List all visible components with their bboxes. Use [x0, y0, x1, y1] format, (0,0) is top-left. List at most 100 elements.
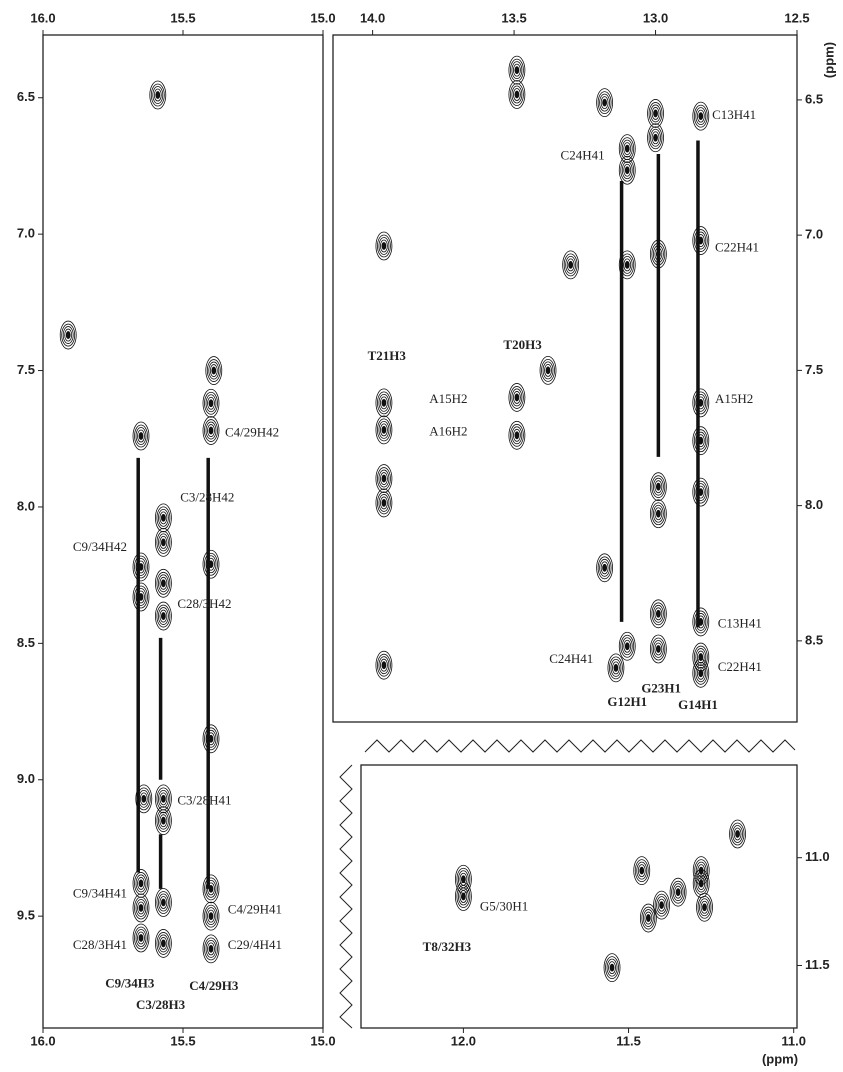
- y-tick-label: 8.5: [17, 635, 35, 650]
- peak-label: C9/34H42: [73, 539, 127, 554]
- peak: [376, 232, 392, 260]
- peak-label: C9/34H3: [105, 975, 155, 990]
- peak-label: G23H1: [641, 681, 681, 696]
- peak-label: C9/34H41: [73, 885, 127, 900]
- contour-level: [654, 110, 658, 117]
- peak: [619, 156, 635, 184]
- contour-level: [656, 251, 660, 258]
- peak: [608, 654, 624, 682]
- contour-level: [139, 593, 143, 600]
- peak: [203, 902, 219, 930]
- x-tick-label: 13.5: [501, 10, 526, 25]
- contour-level: [703, 904, 707, 911]
- peak: [693, 478, 709, 506]
- plot-area: [60, 81, 222, 963]
- peak-label: G14H1: [678, 697, 718, 712]
- contour-level: [654, 134, 658, 141]
- peak: [619, 135, 635, 163]
- peak-label: C3/28H41: [177, 793, 231, 808]
- contour-level: [212, 367, 216, 374]
- peak: [650, 600, 666, 628]
- x-unit: (ppm): [762, 1051, 798, 1066]
- contour-level: [382, 499, 386, 506]
- y-tick-label: 8.0: [17, 498, 35, 513]
- peak-label: C22H41: [718, 659, 762, 674]
- contour-level: [640, 867, 644, 874]
- peak: [693, 389, 709, 417]
- peak-label: A15H2: [429, 391, 467, 406]
- contour-level: [656, 510, 660, 517]
- break-mark: [340, 765, 352, 1028]
- peak: [455, 865, 471, 893]
- peak-label: G5/30H1: [480, 898, 528, 913]
- peak-label: C28/3H42: [177, 596, 231, 611]
- x-tick-label: 13.0: [643, 10, 668, 25]
- contour-level: [461, 893, 465, 900]
- peak: [619, 632, 635, 660]
- peak: [155, 889, 171, 917]
- peak: [693, 608, 709, 636]
- peak: [203, 875, 219, 903]
- peak: [730, 820, 746, 848]
- plot-area: [376, 56, 709, 687]
- contour-level: [161, 613, 165, 620]
- peak-label: C29/4H41: [228, 937, 282, 952]
- peak: [634, 857, 650, 885]
- peak: [133, 869, 149, 897]
- peak: [650, 635, 666, 663]
- contour-level: [161, 899, 165, 906]
- peak-label: C3/28H42: [180, 490, 234, 505]
- peak-label: C13H41: [712, 107, 756, 122]
- peak: [133, 422, 149, 450]
- contour-level: [603, 99, 607, 106]
- peak: [670, 878, 686, 906]
- contour-level: [515, 394, 519, 401]
- peak: [604, 954, 620, 982]
- peak: [203, 550, 219, 578]
- contour-level: [646, 915, 650, 922]
- y-tick-label: 6.5: [805, 91, 823, 106]
- contour-level: [656, 610, 660, 617]
- contour-level: [209, 561, 213, 568]
- peak-label: T20H3: [503, 337, 542, 352]
- peak: [376, 416, 392, 444]
- peak-label: C24H41: [549, 651, 593, 666]
- peak-label: A15H2: [715, 391, 753, 406]
- peak: [376, 465, 392, 493]
- contour-level: [382, 475, 386, 482]
- peak-label: C22H41: [715, 240, 759, 255]
- contour-level: [699, 399, 703, 406]
- contour-level: [656, 645, 660, 652]
- peak: [648, 124, 664, 152]
- peak: [133, 894, 149, 922]
- contour-level: [736, 830, 740, 837]
- y-tick-label: 7.0: [17, 226, 35, 241]
- contour-level: [569, 261, 573, 268]
- peak: [376, 389, 392, 417]
- contour-level: [382, 662, 386, 669]
- contour-level: [209, 400, 213, 407]
- frame: [43, 35, 323, 1028]
- contour-level: [699, 670, 703, 677]
- peak: [693, 659, 709, 687]
- x-tick-label: 15.5: [170, 10, 195, 25]
- contour-level: [209, 885, 213, 892]
- contour-level: [142, 795, 146, 802]
- frame: [361, 765, 797, 1028]
- peak-label: C24H41: [561, 148, 605, 163]
- contour-level: [209, 913, 213, 920]
- contour-level: [515, 432, 519, 439]
- peak: [206, 357, 222, 385]
- y-tick-label: 7.5: [17, 362, 35, 377]
- contour-level: [699, 237, 703, 244]
- peak: [455, 883, 471, 911]
- peak: [60, 321, 76, 349]
- contour-level: [699, 113, 703, 120]
- contour-level: [382, 426, 386, 433]
- contour-level: [161, 539, 165, 546]
- contour-level: [625, 261, 629, 268]
- contour-level: [515, 91, 519, 98]
- peak: [155, 569, 171, 597]
- peak: [509, 421, 525, 449]
- contour-level: [656, 483, 660, 490]
